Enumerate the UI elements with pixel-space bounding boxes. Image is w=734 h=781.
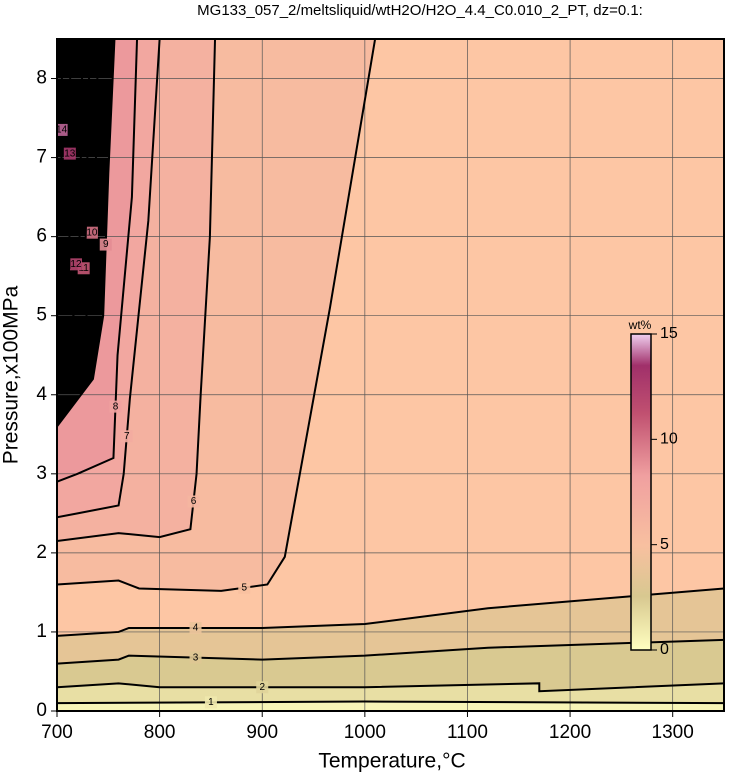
contour-label: 7	[124, 431, 130, 442]
contour-label: 11	[78, 263, 89, 274]
contour-line	[57, 587, 724, 637]
contour-label: 14	[56, 125, 68, 136]
y-tick-label: 8	[36, 68, 47, 89]
contour-line	[57, 39, 64, 230]
x-tick-label: 1300	[652, 722, 694, 743]
plot-frame	[56, 38, 725, 712]
contour-label-box	[256, 681, 269, 694]
contour-label-box	[189, 621, 202, 634]
colorbar-tick-label: 5	[660, 536, 669, 553]
contour-label-box	[57, 123, 68, 136]
x-tick-label: 1200	[549, 722, 591, 743]
contour-label-box	[85, 226, 98, 239]
contour-line	[57, 700, 724, 705]
contour-label: 9	[103, 239, 109, 250]
contour-label-box	[238, 581, 251, 594]
x-tick-label: 800	[144, 722, 176, 743]
y-tick-label: 6	[36, 226, 47, 247]
contour-label-box	[109, 400, 122, 413]
colorbar-tick-label: 10	[660, 431, 678, 448]
x-tick-label: 1100	[447, 722, 488, 743]
x-tick-label: 700	[41, 722, 73, 743]
y-tick-label: 0	[36, 700, 47, 721]
colorbar-tick-label: 0	[660, 641, 669, 658]
contour-label-box	[187, 495, 200, 508]
x-tick-label: 900	[246, 722, 278, 743]
contour-line	[57, 638, 724, 665]
chart-title: MG133_057_2/meltsliquid/wtH2O/H2O_4.4_C0…	[197, 2, 643, 19]
y-tick-label: 5	[36, 305, 47, 326]
colorbar	[630, 333, 652, 651]
contour-label-box	[63, 147, 76, 160]
contour-label: 12	[70, 259, 82, 270]
contour-label: 5	[241, 582, 247, 593]
y-tick-label: 2	[36, 542, 47, 563]
contour-line	[57, 39, 161, 519]
colorbar-label: wt%	[628, 318, 652, 332]
y-tick-label: 3	[36, 463, 47, 484]
contour-label: 8	[113, 401, 119, 412]
y-tick-label: 4	[36, 384, 47, 405]
contour-label-box	[69, 258, 82, 271]
colorbar-tick-label: 15	[660, 325, 678, 342]
contour-label-box	[204, 696, 217, 709]
contour-line	[57, 39, 72, 293]
x-axis-label: Temperature,°C	[318, 750, 465, 773]
contour-label-box	[189, 651, 202, 664]
contour-label: 13	[64, 148, 76, 159]
contour-label: 6	[191, 496, 197, 507]
contour-label: 3	[193, 652, 199, 663]
contour-label: 2	[259, 682, 265, 693]
contour-line	[57, 39, 116, 427]
contour-line	[57, 39, 100, 388]
contour-label-box	[99, 238, 112, 251]
contour-label: 10	[86, 227, 98, 238]
y-axis-label: Pressure,x100MPa	[0, 285, 23, 464]
contour-line	[57, 682, 724, 693]
x-tick-label: 1000	[344, 722, 386, 743]
contour-region	[57, 701, 724, 711]
contour-label-box	[120, 430, 133, 443]
y-tick-label: 1	[36, 621, 47, 642]
y-tick-label: 7	[36, 147, 47, 168]
contour-label: 4	[193, 623, 199, 634]
contour-label: 1	[208, 697, 214, 708]
